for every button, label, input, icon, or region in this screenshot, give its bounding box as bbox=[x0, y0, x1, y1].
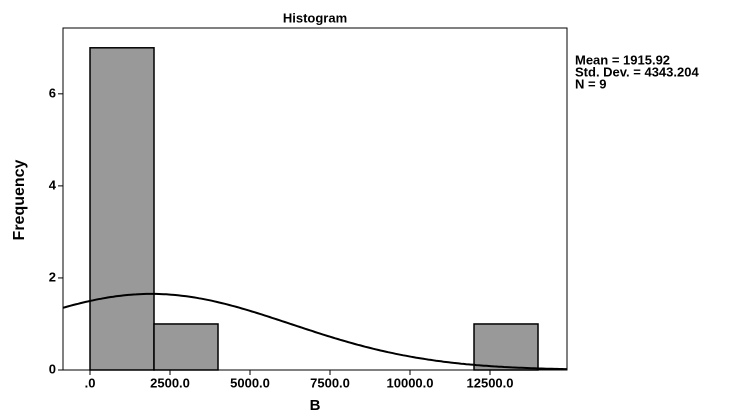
bar bbox=[153, 323, 219, 371]
x-tick-label: .0 bbox=[85, 375, 96, 390]
chart-title: Histogram bbox=[283, 10, 347, 25]
plot-frame bbox=[62, 27, 568, 371]
x-axis-label: B bbox=[310, 397, 321, 414]
y-tick-label: 2 bbox=[49, 269, 56, 284]
stat-label: Std. Dev. = 4343.204 bbox=[575, 64, 699, 79]
stat-label: N = 9 bbox=[575, 76, 606, 91]
bar bbox=[89, 47, 155, 371]
bar bbox=[473, 323, 539, 371]
x-tick-label: 2500.0 bbox=[150, 375, 190, 390]
y-tick-label: 4 bbox=[49, 177, 57, 192]
y-axis-label: Frequency bbox=[11, 159, 28, 240]
y-tick-label: 0 bbox=[49, 361, 56, 376]
stat-label: Mean = 1915.92 bbox=[575, 52, 670, 67]
y-tick-label: 6 bbox=[49, 85, 56, 100]
x-tick-label: 12500.0 bbox=[467, 375, 514, 390]
x-tick-label: 10000.0 bbox=[387, 375, 434, 390]
normal-curve bbox=[62, 292, 567, 371]
x-tick-label: 5000.0 bbox=[230, 375, 270, 390]
x-tick-label: 7500.0 bbox=[310, 375, 350, 390]
